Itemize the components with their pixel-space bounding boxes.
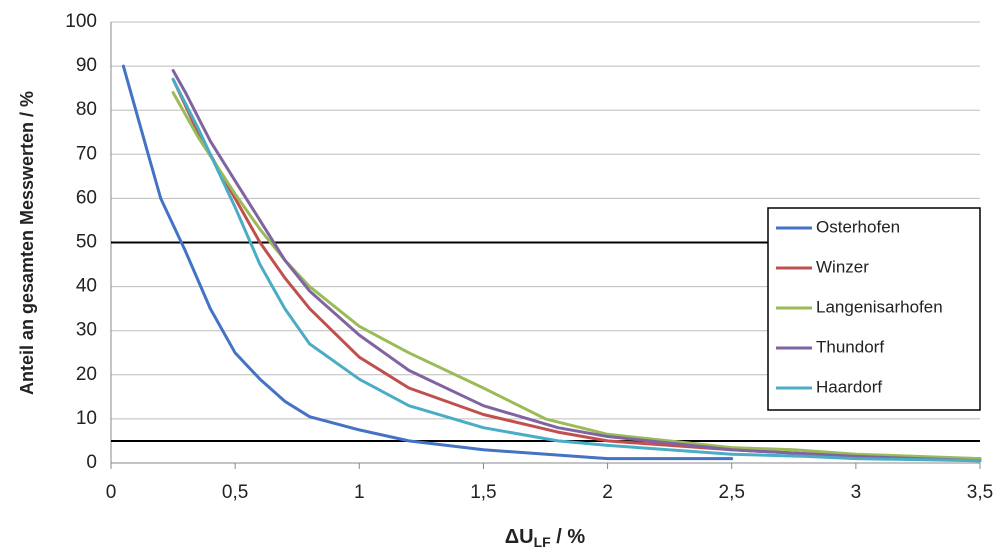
series-line xyxy=(171,77,982,463)
y-tick-label: 60 xyxy=(76,187,97,208)
y-tick-label: 90 xyxy=(76,55,97,76)
x-tick-label: 2 xyxy=(602,482,613,503)
series-line xyxy=(121,64,734,461)
x-tick-label: 2,5 xyxy=(719,482,745,503)
x-tick-label: 0,5 xyxy=(222,482,248,503)
series-line xyxy=(171,69,982,463)
x-label-main: ΔU xyxy=(505,526,534,548)
y-axis-label: Anteil an gesamten Messwerten / % xyxy=(17,91,37,395)
legend-label: Langenisarhofen xyxy=(816,297,943,316)
series-line xyxy=(171,91,982,461)
x-tick-label: 3,5 xyxy=(967,482,993,503)
y-tick-label: 100 xyxy=(65,11,97,32)
legend-label: Thundorf xyxy=(816,337,884,356)
x-tick-label: 1,5 xyxy=(470,482,496,503)
legend-label: Osterhofen xyxy=(816,217,900,236)
x-tick-label: 1 xyxy=(354,482,365,503)
y-tick-label: 30 xyxy=(76,320,97,341)
y-tick-label: 80 xyxy=(76,99,97,120)
x-label-unit: / % xyxy=(551,526,586,548)
legend-label: Haardorf xyxy=(816,377,882,396)
x-tick-label: 3 xyxy=(851,482,862,503)
y-tick-label: 10 xyxy=(76,408,97,429)
legend-label: Winzer xyxy=(816,257,869,276)
x-label-sub: LF xyxy=(534,534,552,550)
y-tick-label: 70 xyxy=(76,143,97,164)
y-tick-label: 0 xyxy=(86,452,97,473)
x-tick-label: 0 xyxy=(106,482,117,503)
x-axis-label: ΔULF / % xyxy=(505,526,586,549)
y-tick-label: 50 xyxy=(76,232,97,253)
y-tick-label: 20 xyxy=(76,364,97,385)
y-tick-label: 40 xyxy=(76,276,97,297)
